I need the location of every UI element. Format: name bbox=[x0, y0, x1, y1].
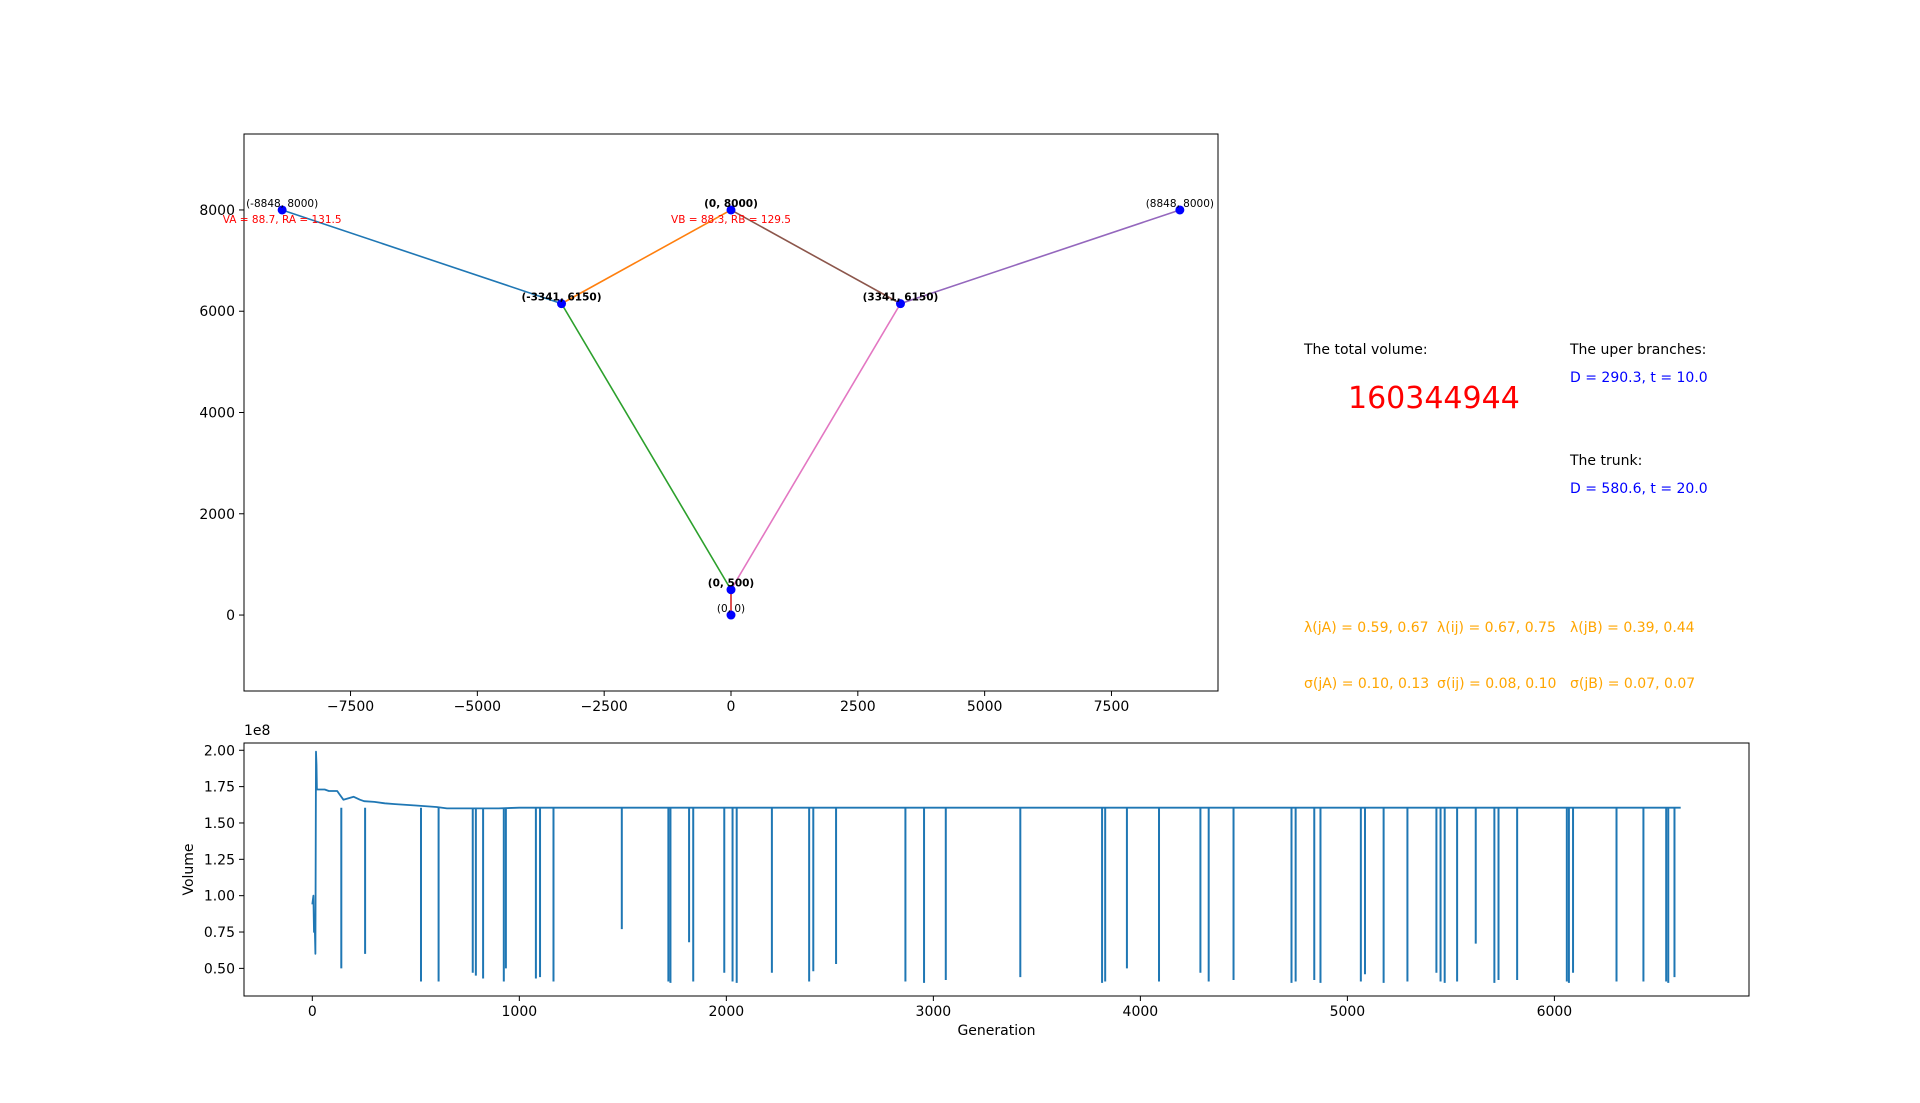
tree-node-label: (0, 500) bbox=[708, 578, 754, 590]
tree-branch-line bbox=[560, 303, 732, 591]
tree-node-point bbox=[726, 205, 736, 215]
volume-series-line bbox=[311, 750, 1681, 955]
tree-branch-line bbox=[281, 209, 562, 305]
lambda-ja-text: λ(jA) = 0.59, 0.67 bbox=[1304, 620, 1429, 636]
volume-x-tick-label: 3000 bbox=[916, 1004, 952, 1020]
tree-x-tick-label: −7500 bbox=[327, 699, 374, 715]
volume-y-axis-label: Volume bbox=[181, 843, 197, 895]
tree-x-tick-label: 2500 bbox=[840, 699, 876, 715]
trunk-value: D = 580.6, t = 20.0 bbox=[1570, 481, 1708, 497]
total-volume-label: The total volume: bbox=[1304, 342, 1428, 358]
sigma-ja-text: σ(jA) = 0.10, 0.13 bbox=[1304, 676, 1430, 692]
volume-x-axis-label: Generation bbox=[957, 1023, 1035, 1039]
total-volume-value: 160344944 bbox=[1348, 381, 1520, 416]
tree-y-tick-label: 6000 bbox=[199, 304, 235, 320]
tree-node-label: (-8848, 8000) bbox=[246, 198, 318, 210]
tree-node-point bbox=[1175, 205, 1185, 215]
upper-branches-label: The uper branches: bbox=[1570, 342, 1707, 358]
tree-node-label: (0, 0) bbox=[717, 603, 745, 615]
upper-branches-value: D = 290.3, t = 10.0 bbox=[1570, 370, 1708, 386]
volume-y-tick-label: 2.00 bbox=[204, 743, 235, 759]
tree-branch-line bbox=[730, 303, 902, 591]
volume-y-tick-label: 1.50 bbox=[204, 816, 235, 832]
tree-y-tick-label: 0 bbox=[226, 608, 235, 624]
volume-x-tick-label: 0 bbox=[308, 1004, 317, 1020]
trunk-label: The trunk: bbox=[1570, 453, 1643, 469]
tree-node-label: (0, 8000) bbox=[704, 198, 758, 210]
tree-branch-line bbox=[900, 209, 1181, 305]
tree-x-tick-label: 5000 bbox=[967, 699, 1003, 715]
volume-x-tick-label: 2000 bbox=[709, 1004, 745, 1020]
tree-x-tick-label: 0 bbox=[727, 699, 736, 715]
volume-y-tick-label: 0.50 bbox=[204, 961, 235, 977]
tree-node-label: (8848, 8000) bbox=[1146, 198, 1214, 210]
tree-branch-line bbox=[561, 209, 732, 305]
tree-node-point bbox=[726, 585, 736, 595]
sigma-jb-text: σ(jB) = 0.07, 0.07 bbox=[1570, 676, 1696, 692]
tree-node-point bbox=[557, 299, 567, 309]
tree-node-point bbox=[895, 299, 905, 309]
volume-plot-frame bbox=[243, 742, 1750, 997]
sigma-ij-text: σ(ij) = 0.08, 0.10 bbox=[1437, 676, 1557, 692]
tree-y-tick-label: 4000 bbox=[199, 406, 235, 422]
volume-y-tick-label: 0.75 bbox=[204, 925, 235, 941]
volume-y-tick-label: 1.75 bbox=[204, 780, 235, 796]
tree-x-tick-label: −2500 bbox=[580, 699, 627, 715]
volume-x-tick-label: 4000 bbox=[1123, 1004, 1159, 1020]
tree-node-label: (3341, 6150) bbox=[863, 292, 939, 304]
tree-y-tick-label: 8000 bbox=[199, 203, 235, 219]
volume-y-tick-label: 1.25 bbox=[204, 852, 235, 868]
lambda-jb-text: λ(jB) = 0.39, 0.44 bbox=[1570, 620, 1695, 636]
tree-node-label: (-3341, 6150) bbox=[521, 292, 601, 304]
volume-y-tick-label: 1.00 bbox=[204, 889, 235, 905]
tree-node-point bbox=[726, 610, 736, 620]
tree-y-tick-label: 2000 bbox=[199, 507, 235, 523]
lambda-ij-text: λ(ij) = 0.67, 0.75 bbox=[1437, 620, 1556, 636]
volume-x-tick-label: 5000 bbox=[1330, 1004, 1366, 1020]
volume-offset-text: 1e8 bbox=[244, 723, 270, 739]
tree-annotation: VA = 88.7, RA = 131.5 bbox=[223, 214, 342, 226]
volume-x-tick-label: 6000 bbox=[1537, 1004, 1573, 1020]
tree-x-tick-label: −5000 bbox=[454, 699, 501, 715]
tree-branch-line bbox=[730, 209, 901, 305]
tree-annotation: VB = 88.3, RB = 129.5 bbox=[671, 214, 791, 226]
tree-x-tick-label: 7500 bbox=[1094, 699, 1130, 715]
volume-x-tick-label: 1000 bbox=[502, 1004, 538, 1020]
tree-node-point bbox=[277, 205, 287, 215]
